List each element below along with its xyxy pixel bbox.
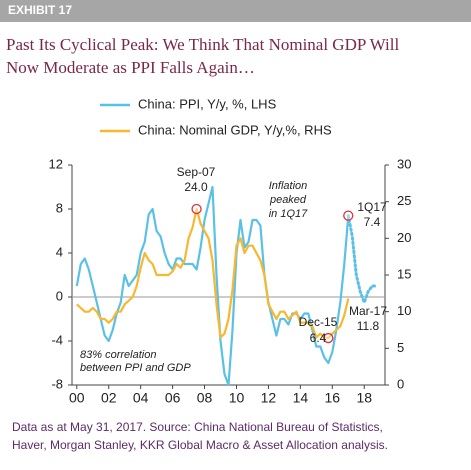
x-tick-label: 00 [69, 390, 85, 406]
y2-tick-label: 5 [397, 340, 404, 355]
legend-label: China: PPI, Y/y, %, LHS [138, 96, 277, 111]
annotation: 24.0 [184, 180, 208, 194]
header-bar [0, 0, 471, 22]
y-tick-label: -4 [51, 332, 63, 347]
annotation: 83% correlation [80, 349, 156, 361]
annotation: Inflation [269, 180, 308, 192]
source-note: Haver, Morgan Stanley, KKR Global Macro … [12, 438, 388, 452]
x-tick-label: 12 [261, 390, 277, 406]
y-tick-label: 0 [56, 288, 63, 303]
highlight-point [323, 332, 334, 344]
y-tick-label: 8 [56, 200, 63, 215]
annotation: between PPI and GDP [80, 362, 191, 374]
highlight-point [191, 203, 202, 215]
annotation: peaked [269, 194, 307, 206]
x-tick-label: 14 [293, 390, 309, 406]
source-note: Data as at May 31, 2017. Source: China N… [12, 420, 383, 434]
x-tick-label: 06 [165, 390, 181, 406]
annotation: Sep-07 [177, 165, 216, 179]
y2-tick-label: 0 [397, 376, 404, 391]
series-line [75, 185, 350, 387]
annotation: Dec-15 [299, 315, 338, 329]
x-tick-label: 10 [229, 390, 245, 406]
y2-tick-label: 10 [397, 303, 411, 318]
annotation: 7.4 [364, 215, 381, 229]
x-tick-label: 08 [197, 390, 213, 406]
annotation: Mar-17 [349, 304, 387, 318]
annotation: 6.4 [310, 331, 327, 345]
y-tick-label: 4 [56, 244, 63, 259]
legend-label: China: Nominal GDP, Y/y,%, RHS [138, 122, 332, 137]
y2-tick-label: 30 [397, 156, 411, 171]
x-tick-label: 04 [133, 390, 149, 406]
y2-tick-label: 20 [397, 230, 411, 245]
series-line [76, 207, 350, 340]
x-tick-label: 02 [101, 390, 117, 406]
annotation: in 1Q17 [269, 208, 308, 220]
y2-tick-label: 25 [397, 193, 411, 208]
x-tick-label: 16 [325, 390, 341, 406]
chart-title: Now Moderate as PPI Falls Again… [6, 58, 255, 77]
highlight-point [343, 210, 354, 221]
chart-title: Past Its Cyclical Peak: We Think That No… [6, 35, 399, 54]
exhibit-label: EXHIBIT 17 [8, 3, 72, 17]
y-tick-label: -8 [51, 376, 63, 391]
series-line [346, 214, 378, 304]
y2-tick-label: 15 [397, 266, 411, 281]
annotation: 11.8 [357, 319, 380, 333]
x-tick-label: 18 [356, 390, 372, 406]
y-tick-label: 12 [49, 156, 63, 171]
annotation: 1Q17 [357, 200, 387, 214]
